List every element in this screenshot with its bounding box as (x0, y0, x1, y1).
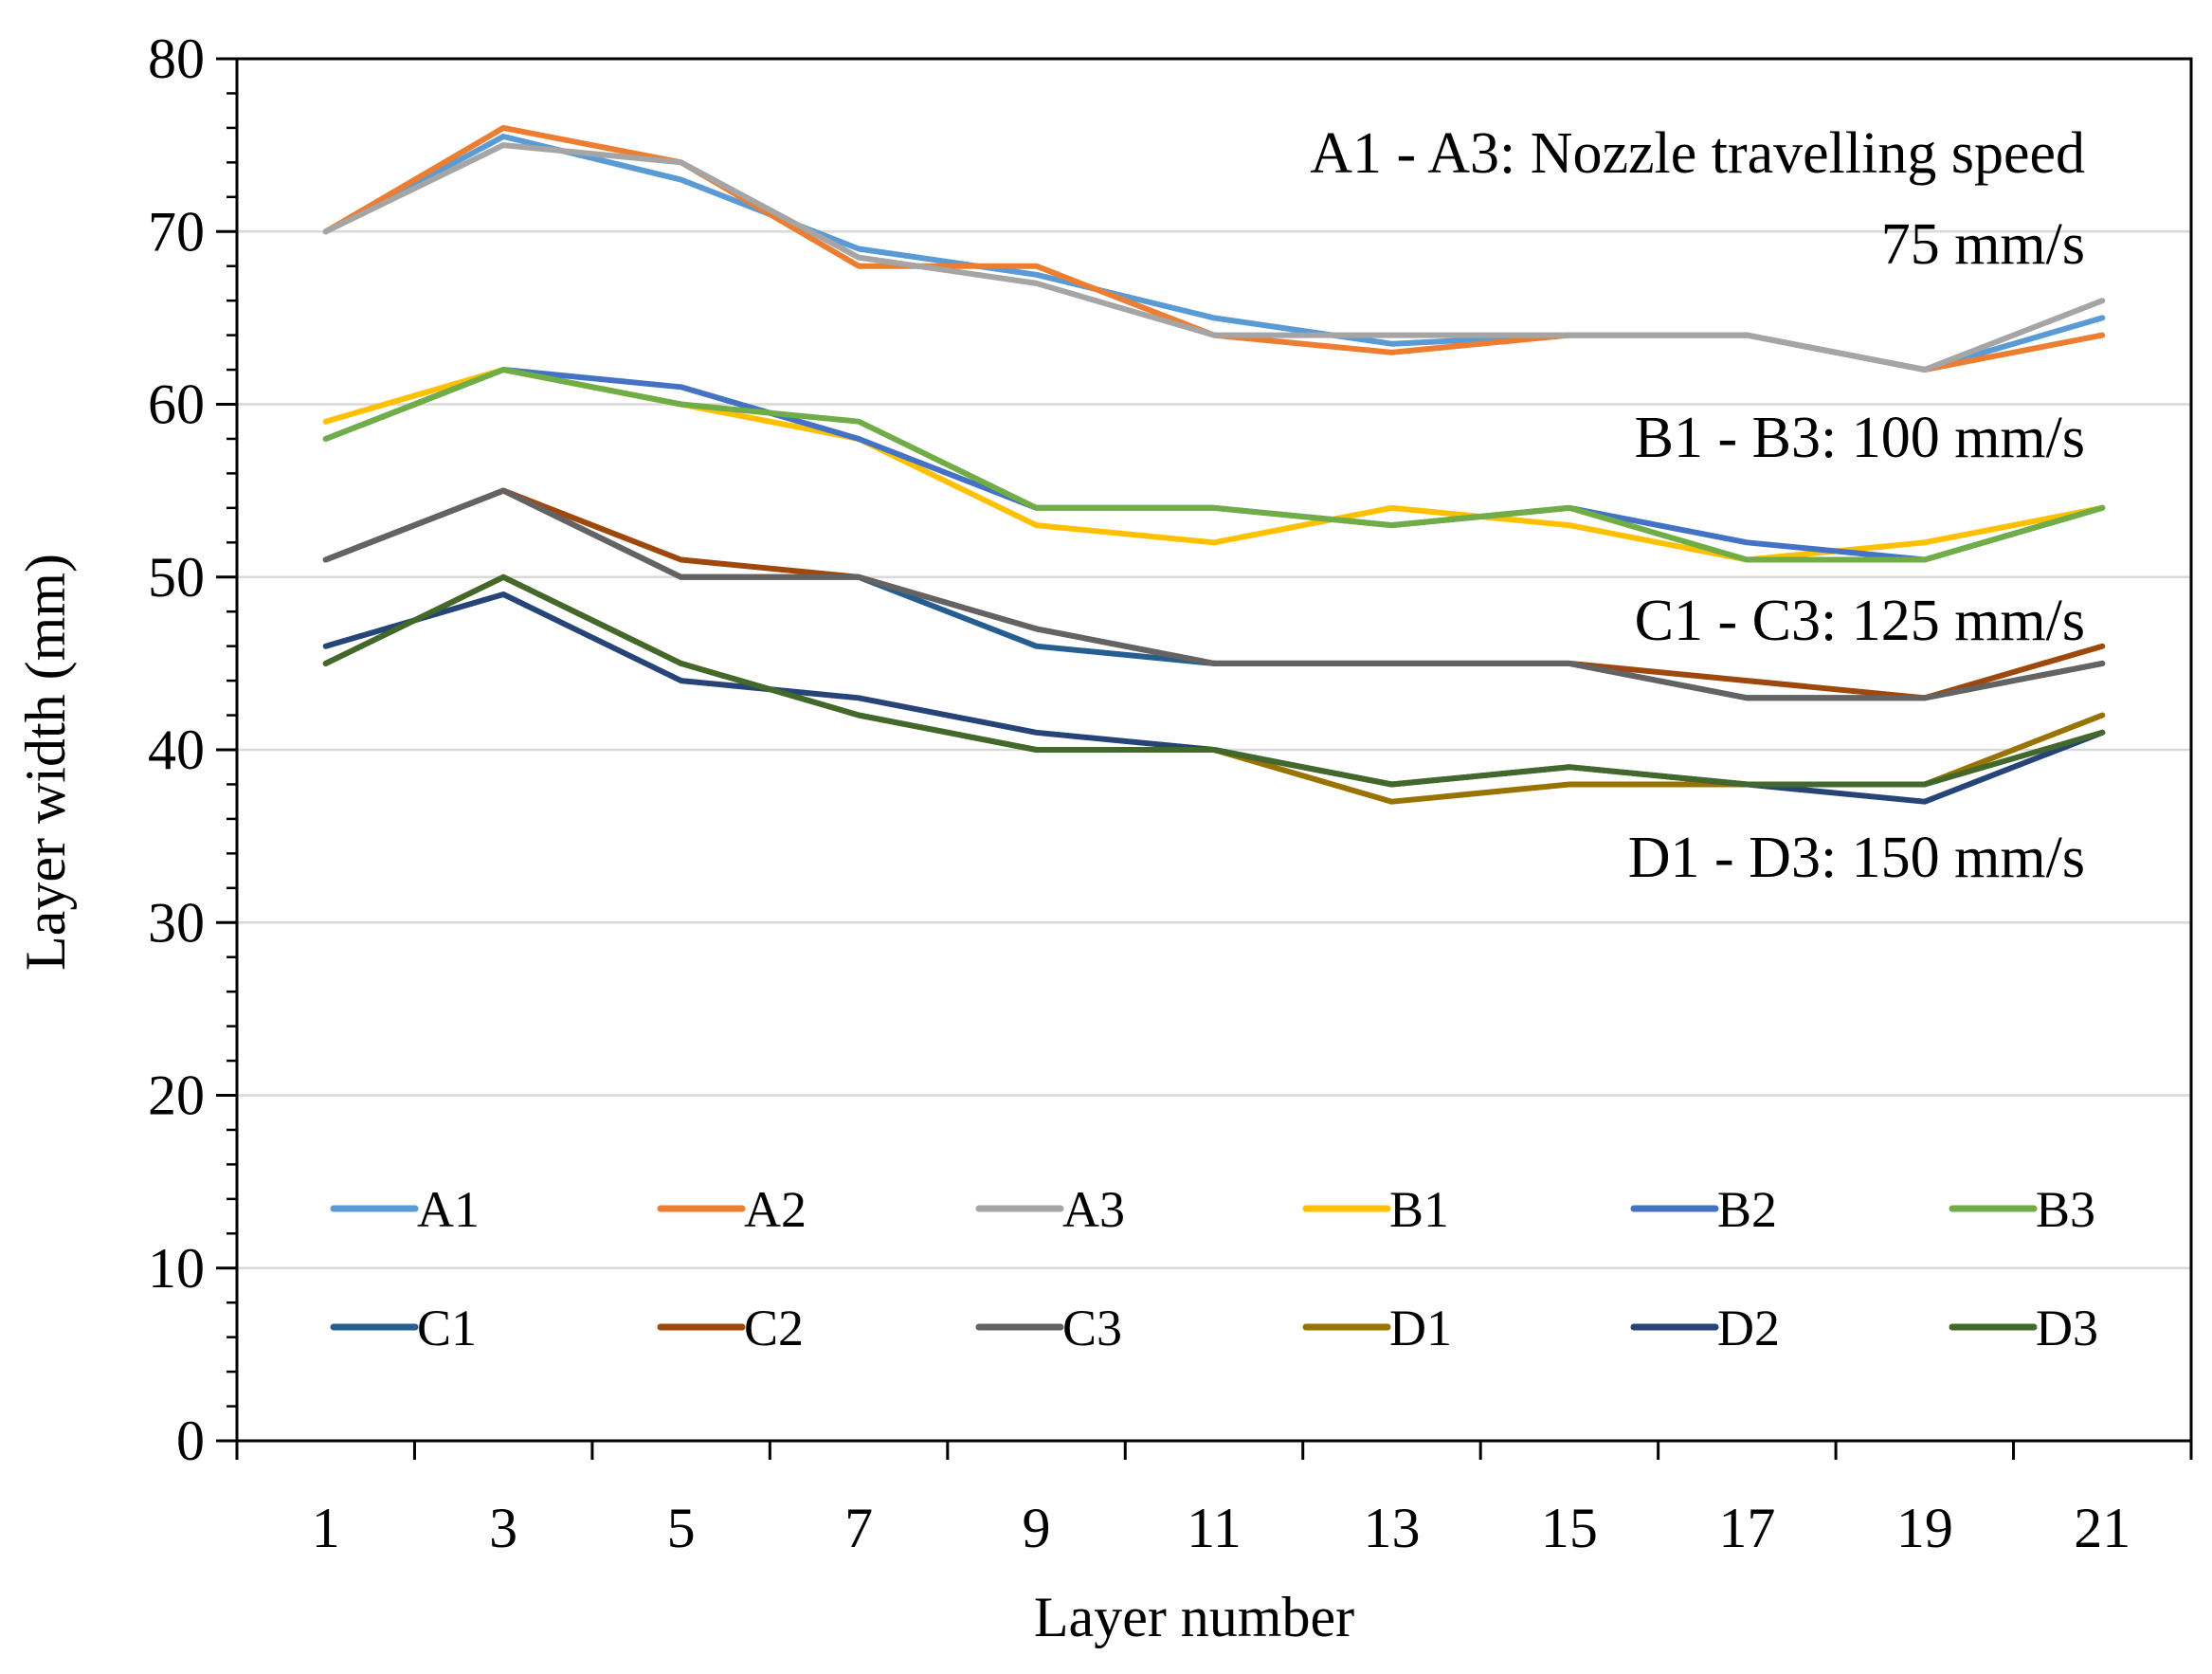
legend-label-D3: D3 (2036, 1300, 2098, 1356)
x-tick-label-15: 15 (1541, 1497, 1598, 1559)
legend-label-A1: A1 (417, 1181, 480, 1238)
x-tick-label-3: 3 (489, 1497, 517, 1559)
y-tick-label-70: 70 (148, 200, 205, 263)
legend-label-D2: D2 (1717, 1300, 1780, 1356)
series-lines (322, 124, 2106, 805)
legend-label-D1: D1 (1389, 1300, 1452, 1356)
x-tick-label-9: 9 (1023, 1497, 1051, 1559)
y-tick-label-10: 10 (148, 1237, 205, 1300)
legend-label-A3: A3 (1062, 1181, 1125, 1238)
legend-label-A2: A2 (744, 1181, 807, 1238)
x-tick-label-7: 7 (844, 1497, 873, 1559)
legend-label-C2: C2 (744, 1300, 804, 1356)
legend-label-B1: B1 (1389, 1181, 1449, 1238)
series-line-D3 (322, 573, 2106, 788)
x-tick-label-13: 13 (1363, 1497, 1420, 1559)
x-tick-label-21: 21 (2074, 1497, 2130, 1559)
legend-label-C3: C3 (1062, 1300, 1122, 1356)
annotation-a-line1: A1 - A3: Nozzle travelling speed (1310, 121, 2085, 186)
x-tick-label-5: 5 (667, 1497, 696, 1559)
annotations: A1 - A3: Nozzle travelling speed 75 mm/s… (1310, 121, 2085, 890)
x-axis-title: Layer number (1034, 1586, 1354, 1648)
y-tick-label-20: 20 (148, 1064, 205, 1127)
y-tick-label-40: 40 (148, 719, 205, 781)
x-tick-label-1: 1 (312, 1497, 340, 1559)
annotation-b: B1 - B3: 100 mm/s (1635, 406, 2085, 470)
y-tick-labels: 0 10 20 30 40 50 60 70 80 (148, 27, 205, 1472)
gridlines (237, 230, 2191, 1269)
legend-label-B3: B3 (2036, 1181, 2095, 1238)
y-tick-label-80: 80 (148, 27, 205, 90)
y-tick-label-30: 30 (148, 891, 205, 954)
legend: A1 A2 A3 B1 B2 B3 C1 C2 C3 D1 D2 D3 (330, 1181, 2098, 1356)
y-tick-label-60: 60 (148, 373, 205, 436)
annotation-c: C1 - C3: 125 mm/s (1635, 589, 2085, 653)
x-tick-label-11: 11 (1187, 1497, 1242, 1559)
x-tick-labels: 1 3 5 7 9 11 13 15 17 19 21 (312, 1497, 2131, 1559)
series-line-B3 (322, 367, 2106, 563)
axis-ticks (216, 57, 2193, 1460)
y-tick-label-0: 0 (176, 1410, 205, 1472)
x-tick-label-19: 19 (1896, 1497, 1953, 1559)
annotation-a-line2: 75 mm/s (1881, 212, 2085, 277)
series-line-C3 (322, 487, 2106, 701)
x-tick-label-17: 17 (1718, 1497, 1775, 1559)
legend-label-C1: C1 (417, 1300, 477, 1356)
y-axis-title: Layer width (mm) (14, 554, 77, 971)
legend-label-B2: B2 (1717, 1181, 1777, 1238)
y-tick-label-50: 50 (148, 546, 205, 609)
annotation-d: D1 - D3: 150 mm/s (1628, 826, 2085, 890)
series-line-A3 (322, 142, 2106, 373)
